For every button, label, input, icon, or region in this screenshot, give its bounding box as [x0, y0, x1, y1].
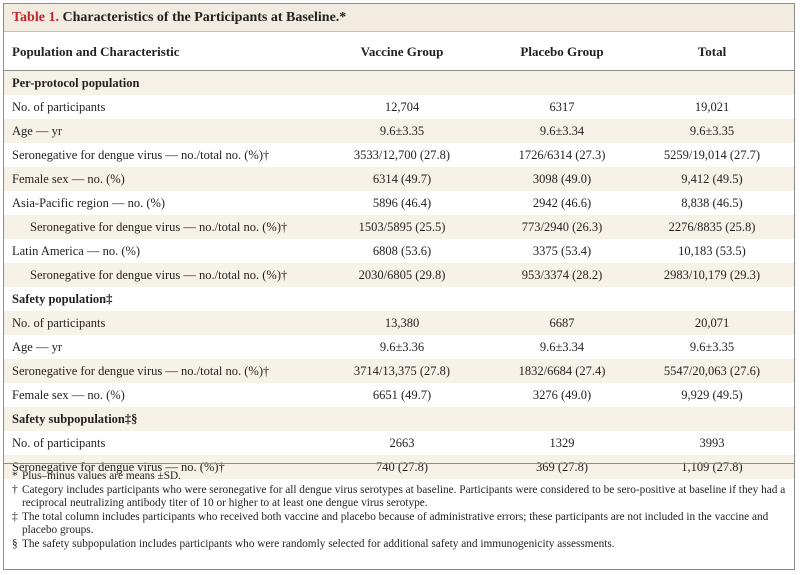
footnote-text: Category includes participants who were … — [22, 483, 786, 510]
table-row: Seronegative for dengue virus — no./tota… — [4, 143, 794, 167]
section-label: Safety population‡ — [12, 292, 113, 306]
table-row: Seronegative for dengue virus — no./tota… — [4, 359, 794, 383]
total-cell: 2983/10,179 (29.3) — [663, 268, 761, 282]
vaccine-cell: 1503/5895 (25.5) — [358, 220, 446, 234]
section-label: Per-protocol population — [12, 76, 140, 90]
vaccine-cell: 2030/6805 (29.8) — [358, 268, 446, 282]
footnote: * Plus–minus values are means ±SD. — [12, 470, 788, 484]
vaccine-cell: 9.6±3.36 — [379, 340, 425, 354]
table-row: Age — yr 9.6±3.36 9.6±3.34 9.6±3.35 — [4, 335, 794, 359]
table-row: No. of participants 2663 1329 3993 — [4, 431, 794, 455]
table-row: No. of participants 12,704 6317 19,021 — [4, 95, 794, 119]
characteristic-cell: Asia-Pacific region — no. (%) — [12, 196, 166, 210]
vaccine-cell: 3714/13,375 (27.8) — [353, 364, 451, 378]
table-row: Asia-Pacific region — no. (%) 5896 (46.4)… — [4, 191, 794, 215]
table-row: Female sex — no. (%) 6651 (49.7) 3276 (49.… — [4, 383, 794, 407]
placebo-cell: 1726/6314 (27.3) — [518, 148, 606, 162]
characteristic-cell: No. of participants — [12, 316, 106, 330]
vaccine-cell: 3533/12,700 (27.8) — [353, 148, 451, 162]
section-row: Safety subpopulation‡§ — [4, 407, 794, 431]
section-row: Safety population‡ — [4, 287, 794, 311]
vaccine-cell: 6314 (49.7) — [372, 172, 432, 186]
total-cell: 3993 — [699, 436, 725, 450]
placebo-cell: 773/2940 (26.3) — [521, 220, 603, 234]
footnote-text: The total column includes participants w… — [22, 510, 769, 537]
total-cell: 2276/8835 (25.8) — [668, 220, 756, 234]
characteristic-cell: Age — yr — [12, 340, 62, 354]
characteristics-table: Population and Characteristic Vaccine Gr… — [4, 32, 794, 479]
placebo-cell: 6317 — [549, 100, 575, 114]
footnote: § The safety subpopulation includes parti… — [12, 538, 788, 552]
total-cell: 10,183 (53.5) — [678, 244, 746, 258]
total-cell: 8,838 (46.5) — [681, 196, 743, 210]
table-row: Seronegative for dengue virus — no./tota… — [4, 263, 794, 287]
characteristic-cell: Female sex — no. (%) — [12, 388, 125, 402]
table-footnotes: * Plus–minus values are means ±SD. † Catego… — [12, 470, 788, 551]
vaccine-cell: 2663 — [389, 436, 415, 450]
table-title-bar: Table 1. Characteristics of the Particip… — [4, 4, 794, 32]
footnote-symbol: * — [12, 470, 18, 482]
section-label: Safety subpopulation‡§ — [12, 412, 138, 426]
footnote-symbol: § — [12, 537, 18, 550]
total-cell: 19,021 — [694, 100, 730, 114]
characteristic-cell: Seronegative for dengue virus — no./tota… — [12, 364, 270, 378]
placebo-cell: 1832/6684 (27.4) — [518, 364, 606, 378]
characteristic-cell: No. of participants — [12, 100, 106, 114]
placebo-cell: 3276 (49.0) — [532, 388, 592, 402]
placebo-cell: 6687 — [549, 316, 575, 330]
table-title: Characteristics of the Participants at B… — [62, 10, 347, 25]
total-cell: 9,929 (49.5) — [681, 388, 743, 402]
placebo-cell: 2942 (46.6) — [532, 196, 592, 210]
footnote: ‡ The total column includes participants … — [12, 511, 788, 538]
footnote-text: Plus–minus values are means ±SD. — [22, 470, 182, 482]
total-cell: 9,412 (49.5) — [681, 172, 743, 186]
section-row: Per-protocol population — [4, 71, 794, 95]
vaccine-cell: 6651 (49.7) — [372, 388, 432, 402]
characteristic-cell: No. of participants — [12, 436, 106, 450]
characteristic-cell: Latin America — no. (%) — [12, 244, 141, 258]
characteristic-cell: Seronegative for dengue virus — no./tota… — [30, 268, 288, 282]
header-total: Total — [697, 44, 727, 59]
placebo-cell: 9.6±3.34 — [539, 124, 585, 138]
table-row: Latin America — no. (%) 6808 (53.6) 3375 (… — [4, 239, 794, 263]
placebo-cell: 3098 (49.0) — [532, 172, 592, 186]
placebo-cell: 3375 (53.4) — [532, 244, 592, 258]
table-frame: Table 1. Characteristics of the Particip… — [3, 3, 795, 570]
vaccine-cell: 9.6±3.35 — [379, 124, 425, 138]
total-cell: 9.6±3.35 — [689, 340, 735, 354]
footnote-symbol: † — [12, 483, 18, 496]
characteristic-cell: Age — yr — [12, 124, 62, 138]
header-placebo-group: Placebo Group — [520, 44, 604, 59]
footnote-symbol: ‡ — [12, 510, 18, 523]
vaccine-cell: 12,704 — [384, 100, 420, 114]
placebo-cell: 1329 — [549, 436, 575, 450]
total-cell: 20,071 — [694, 316, 730, 330]
total-cell: 5259/19,014 (27.7) — [663, 148, 761, 162]
total-cell: 5547/20,063 (27.6) — [663, 364, 761, 378]
vaccine-cell: 5896 (46.4) — [372, 196, 432, 210]
table-row: Female sex — no. (%) 6314 (49.7) 3098 (49.… — [4, 167, 794, 191]
footnote-text: The safety subpopulation includes partic… — [22, 537, 615, 550]
total-cell: 9.6±3.35 — [689, 124, 735, 138]
placebo-cell: 9.6±3.34 — [539, 340, 585, 354]
footnote: † Category includes participants who were… — [12, 484, 788, 511]
characteristic-cell: Seronegative for dengue virus — no./tota… — [30, 220, 288, 234]
header-characteristic: Population and Characteristic — [12, 44, 180, 59]
table-header-row: Population and Characteristic Vaccine Gr… — [4, 32, 794, 71]
table-row: No. of participants 13,380 6687 20,071 — [4, 311, 794, 335]
table-row: Age — yr 9.6±3.35 9.6±3.34 9.6±3.35 — [4, 119, 794, 143]
table-body: Per-protocol population No. of participan… — [4, 71, 794, 479]
header-vaccine-group: Vaccine Group — [360, 44, 444, 59]
placebo-cell: 953/3374 (28.2) — [521, 268, 603, 282]
characteristic-cell: Seronegative for dengue virus — no./tota… — [12, 148, 270, 162]
table-number: Table 1. — [12, 10, 59, 25]
table-row: Seronegative for dengue virus — no./tota… — [4, 215, 794, 239]
vaccine-cell: 6808 (53.6) — [372, 244, 432, 258]
characteristic-cell: Female sex — no. (%) — [12, 172, 125, 186]
vaccine-cell: 13,380 — [384, 316, 420, 330]
table-bottom-rule — [4, 463, 794, 464]
